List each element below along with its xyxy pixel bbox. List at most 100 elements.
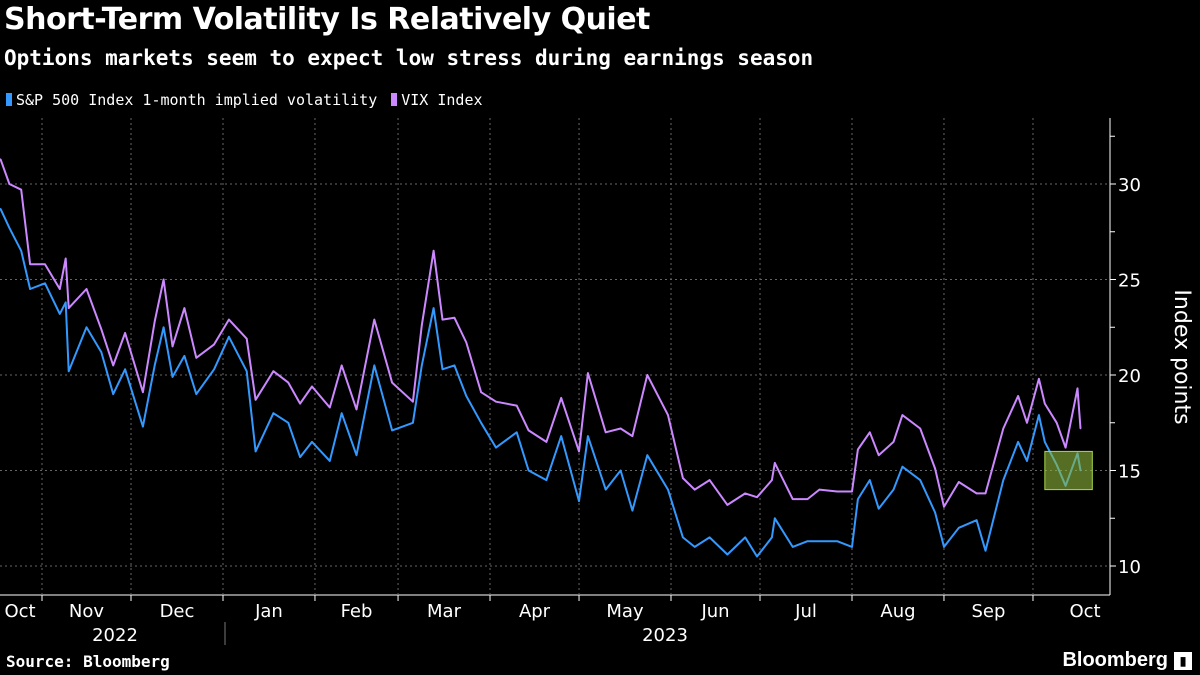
vix-point [67,307,70,309]
sp500-point [373,364,376,367]
vix-point [432,250,435,252]
vix-point [8,183,11,185]
legend-swatch-sp500 [6,93,12,106]
sp500-point [391,429,393,432]
vix-point [124,332,126,334]
sp500-point [495,446,497,449]
sp500-point [892,488,895,491]
sp500-point [1017,441,1019,443]
sp500-point [836,540,838,542]
y-axis-label: Index points [1169,289,1194,424]
vix-point [412,400,414,403]
sp500-point [771,536,773,539]
vix-point [85,288,88,290]
vix-point [631,435,634,437]
legend-item-sp500: S&P 500 Index 1-month implied volatility [6,91,377,109]
sp500-point [254,450,257,453]
highlight-box [1044,450,1093,491]
vix-point [919,427,922,430]
sp500-point [667,488,669,491]
sp500-point [412,421,414,424]
vix-point [1055,421,1058,424]
sp500-point [85,326,88,329]
vix-point [441,318,444,321]
sp500-point [791,546,794,548]
vix-point [774,462,776,464]
sp500-point [213,368,215,371]
vix-point [1017,395,1019,397]
vix-point [1026,421,1028,424]
sp500-point [162,326,165,329]
vix-point [287,381,290,384]
vix-point [560,397,563,399]
x-tick-label: Apr [519,601,551,622]
sp500-point [183,355,186,357]
vix-point [958,481,960,483]
vix-point [142,391,144,393]
series-line-sp500 [0,208,1082,558]
x-tick-label: Feb [341,601,373,622]
vix-point [299,402,301,405]
source-note: Source: Bloomberg [6,652,170,671]
sp500-point [877,507,880,510]
sp500-point [604,488,607,491]
vix-point [183,307,186,309]
sp500-point [818,540,821,542]
x-tick-label: Oct [1069,601,1100,622]
vix-point [604,431,607,434]
vix-point [818,488,821,491]
vix-point [667,414,669,416]
x-tick-label: May [606,601,644,622]
vix-point [901,414,904,416]
vix-point [44,263,46,266]
legend-swatch-vix [391,93,398,106]
sp500-point [682,536,684,539]
sp500-point [355,454,358,457]
vix-point [877,454,880,457]
y-tick-label: 30 [1118,175,1141,196]
sp500-point [619,469,622,472]
vix-point [272,370,275,372]
vix-point [495,400,497,403]
y-tick-label: 20 [1118,366,1141,387]
vix-point [726,504,729,506]
legend-label-sp500: S&P 500 Index 1-month implied volatility [16,91,378,109]
sp500-point [228,336,230,338]
vix-point [756,496,758,499]
year-label: 2023 [642,625,688,646]
vix-point [806,498,809,500]
sp500-point [545,479,548,481]
sp500-point [744,536,746,539]
legend-label-vix: VIX Index [401,91,483,109]
bloomberg-logo: Bloomberg ▮ [1062,649,1192,672]
vix-point [100,328,103,330]
sp500-point [708,536,711,539]
vix-point [744,492,746,495]
sp500-point [851,546,853,548]
x-tick-label: Dec [160,601,195,622]
vix-point [791,498,794,500]
sp500-point [868,479,871,481]
sp500-point [153,364,156,367]
sp500-point [1002,479,1005,481]
y-tick-label: 10 [1118,557,1141,578]
sp500-point [29,288,31,290]
sp500-point [0,208,2,210]
vix-point [1044,402,1046,405]
sp500-point [328,460,331,462]
vix-point [311,385,313,388]
sp500-point [171,376,174,378]
vix-point [228,318,230,321]
sp500-point [142,425,144,428]
vix-point [465,341,468,344]
vix-point [29,263,31,266]
vix-point [857,448,859,451]
sp500-point [934,511,936,514]
sp500-point [112,393,115,395]
chart-subtitle: Options markets seem to expect low stres… [4,46,814,70]
vix-point [1076,387,1079,390]
vix-point [480,391,482,393]
vix-point [213,343,215,346]
vix-point [391,381,393,384]
y-tick-label: 15 [1118,462,1141,483]
